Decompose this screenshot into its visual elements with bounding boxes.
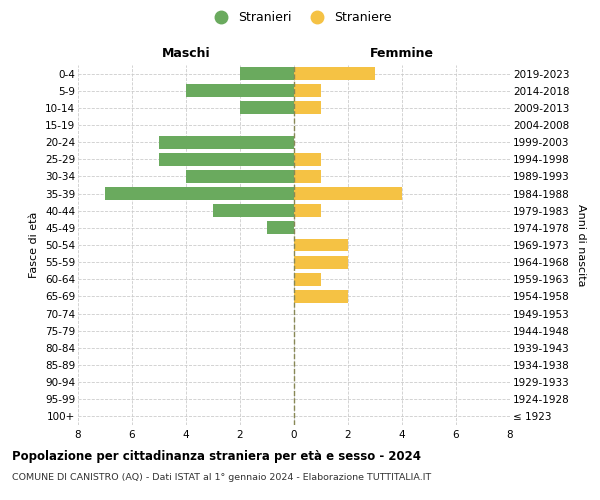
Bar [294, 204, 321, 217]
Bar [105, 187, 294, 200]
Bar [294, 256, 348, 268]
Y-axis label: Anni di nascita: Anni di nascita [576, 204, 586, 286]
Bar [294, 102, 321, 114]
Text: Femmine: Femmine [370, 47, 434, 60]
Bar [294, 170, 321, 183]
Bar [294, 273, 321, 285]
Bar [294, 153, 321, 166]
Y-axis label: Fasce di età: Fasce di età [29, 212, 40, 278]
Bar [186, 84, 294, 97]
Text: COMUNE DI CANISTRO (AQ) - Dati ISTAT al 1° gennaio 2024 - Elaborazione TUTTITALI: COMUNE DI CANISTRO (AQ) - Dati ISTAT al … [12, 472, 431, 482]
Text: Popolazione per cittadinanza straniera per età e sesso - 2024: Popolazione per cittadinanza straniera p… [12, 450, 421, 463]
Text: Maschi: Maschi [161, 47, 211, 60]
Bar [294, 187, 402, 200]
Bar [240, 102, 294, 114]
Bar [294, 238, 348, 252]
Bar [294, 290, 348, 303]
Bar [294, 67, 375, 80]
Bar [186, 170, 294, 183]
Bar [159, 153, 294, 166]
Bar [240, 67, 294, 80]
Bar [294, 84, 321, 97]
Bar [213, 204, 294, 217]
Bar [159, 136, 294, 148]
Legend: Stranieri, Straniere: Stranieri, Straniere [203, 6, 397, 29]
Bar [267, 222, 294, 234]
